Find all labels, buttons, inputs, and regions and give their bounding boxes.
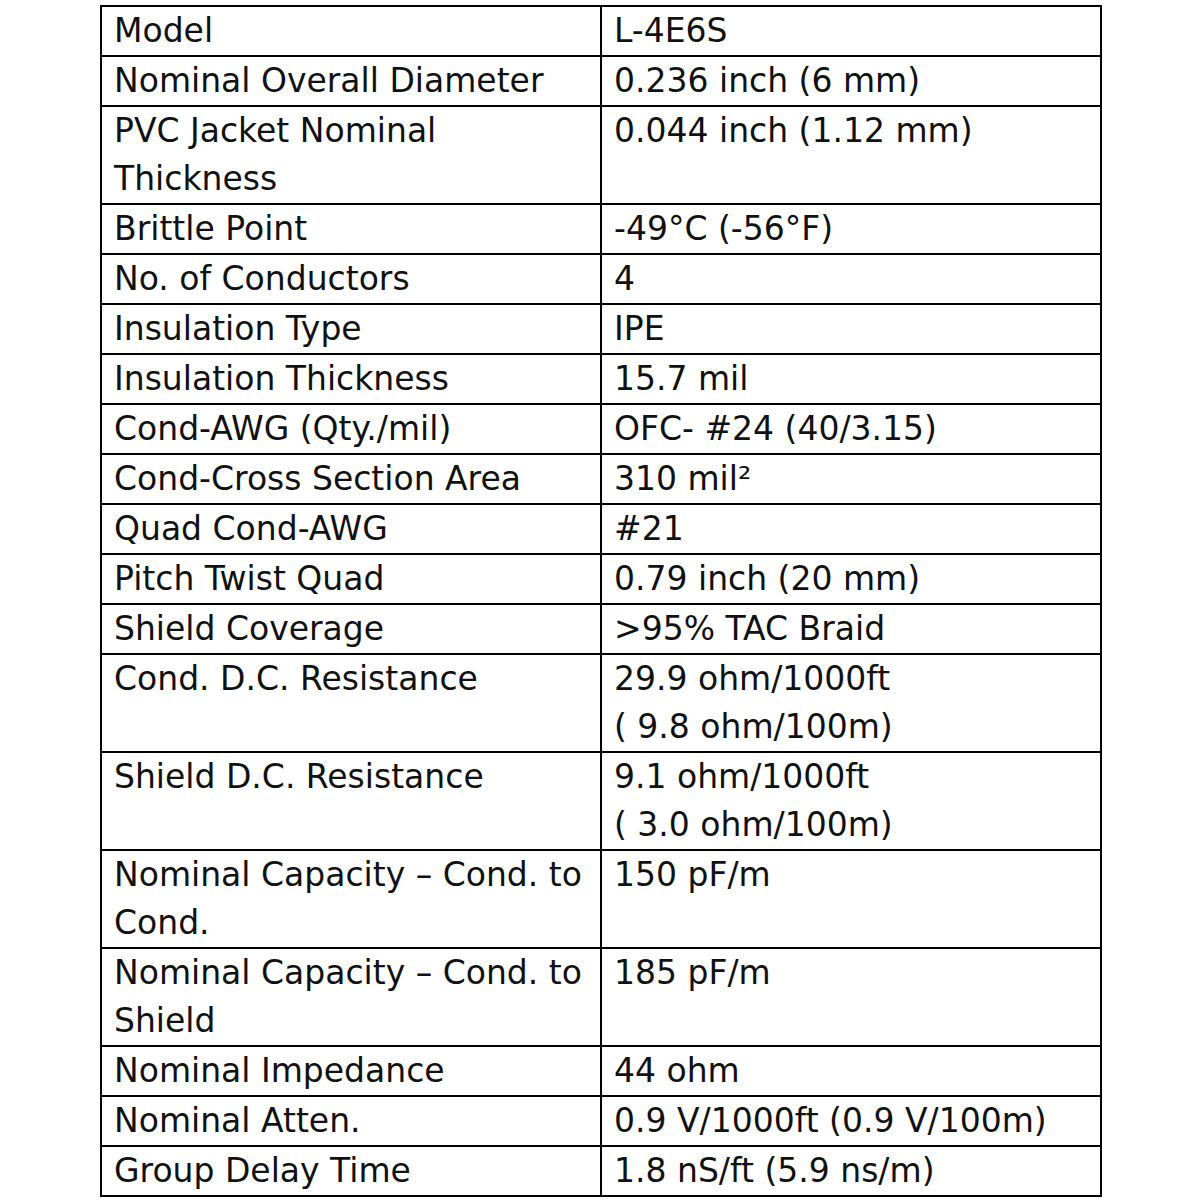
- spec-table: ModelL-4E6SNominal Overall Diameter0.236…: [100, 5, 1102, 1197]
- spec-value-cell: OFC- #24 (40/3.15): [601, 404, 1101, 454]
- table-row: Nominal Capacity – Cond. to Shield185 pF…: [101, 948, 1101, 1046]
- spec-value-cell: 0.044 inch (1.12 mm): [601, 106, 1101, 204]
- table-row: Pitch Twist Quad0.79 inch (20 mm): [101, 554, 1101, 604]
- table-row: ModelL-4E6S: [101, 6, 1101, 56]
- spec-label-cell: Shield D.C. Resistance: [101, 752, 601, 850]
- spec-label-cell: Brittle Point: [101, 204, 601, 254]
- spec-value-cell: 0.79 inch (20 mm): [601, 554, 1101, 604]
- spec-label-cell: No. of Conductors: [101, 254, 601, 304]
- spec-value-cell: #21: [601, 504, 1101, 554]
- spec-label-cell: PVC Jacket Nominal Thickness: [101, 106, 601, 204]
- spec-value-cell: IPE: [601, 304, 1101, 354]
- spec-value-cell: 0.236 inch (6 mm): [601, 56, 1101, 106]
- spec-label-cell: Nominal Atten.: [101, 1096, 601, 1146]
- spec-label-cell: Group Delay Time: [101, 1146, 601, 1196]
- spec-value-cell: 1.8 nS/ft (5.9 ns/m): [601, 1146, 1101, 1196]
- spec-label-cell: Cond-AWG (Qty./mil): [101, 404, 601, 454]
- spec-label-cell: Insulation Type: [101, 304, 601, 354]
- table-row: Shield D.C. Resistance9.1 ohm/1000ft ( 3…: [101, 752, 1101, 850]
- table-row: Cond. D.C. Resistance29.9 ohm/1000ft ( 9…: [101, 654, 1101, 752]
- spec-label-cell: Nominal Impedance: [101, 1046, 601, 1096]
- table-row: Group Delay Time1.8 nS/ft (5.9 ns/m): [101, 1146, 1101, 1196]
- spec-value-cell: 310 mil²: [601, 454, 1101, 504]
- spec-label-cell: Insulation Thickness: [101, 354, 601, 404]
- spec-value-cell: 9.1 ohm/1000ft ( 3.0 ohm/100m): [601, 752, 1101, 850]
- spec-label-cell: Nominal Overall Diameter: [101, 56, 601, 106]
- table-row: Nominal Capacity – Cond. to Cond.150 pF/…: [101, 850, 1101, 948]
- table-row: No. of Conductors4: [101, 254, 1101, 304]
- table-row: Quad Cond-AWG#21: [101, 504, 1101, 554]
- table-row: Nominal Overall Diameter0.236 inch (6 mm…: [101, 56, 1101, 106]
- table-row: Cond-AWG (Qty./mil)OFC- #24 (40/3.15): [101, 404, 1101, 454]
- table-row: Nominal Atten.0.9 V/1000ft (0.9 V/100m): [101, 1096, 1101, 1146]
- spec-value-cell: >95% TAC Braid: [601, 604, 1101, 654]
- spec-label-cell: Cond-Cross Section Area: [101, 454, 601, 504]
- table-row: Nominal Impedance44 ohm: [101, 1046, 1101, 1096]
- table-row: PVC Jacket Nominal Thickness0.044 inch (…: [101, 106, 1101, 204]
- table-row: Insulation TypeIPE: [101, 304, 1101, 354]
- spec-value-cell: L-4E6S: [601, 6, 1101, 56]
- spec-value-cell: 15.7 mil: [601, 354, 1101, 404]
- table-row: Insulation Thickness15.7 mil: [101, 354, 1101, 404]
- spec-label-cell: Quad Cond-AWG: [101, 504, 601, 554]
- spec-label-cell: Model: [101, 6, 601, 56]
- spec-value-cell: 4: [601, 254, 1101, 304]
- spec-label-cell: Cond. D.C. Resistance: [101, 654, 601, 752]
- spec-value-cell: 0.9 V/1000ft (0.9 V/100m): [601, 1096, 1101, 1146]
- spec-value-cell: 29.9 ohm/1000ft ( 9.8 ohm/100m): [601, 654, 1101, 752]
- spec-label-cell: Nominal Capacity – Cond. to Cond.: [101, 850, 601, 948]
- spec-value-cell: 150 pF/m: [601, 850, 1101, 948]
- spec-value-cell: -49°C (-56°F): [601, 204, 1101, 254]
- spec-value-cell: 44 ohm: [601, 1046, 1101, 1096]
- spec-label-cell: Shield Coverage: [101, 604, 601, 654]
- spec-label-cell: Nominal Capacity – Cond. to Shield: [101, 948, 601, 1046]
- spec-label-cell: Pitch Twist Quad: [101, 554, 601, 604]
- table-row: Brittle Point-49°C (-56°F): [101, 204, 1101, 254]
- table-row: Shield Coverage>95% TAC Braid: [101, 604, 1101, 654]
- spec-value-cell: 185 pF/m: [601, 948, 1101, 1046]
- table-row: Cond-Cross Section Area310 mil²: [101, 454, 1101, 504]
